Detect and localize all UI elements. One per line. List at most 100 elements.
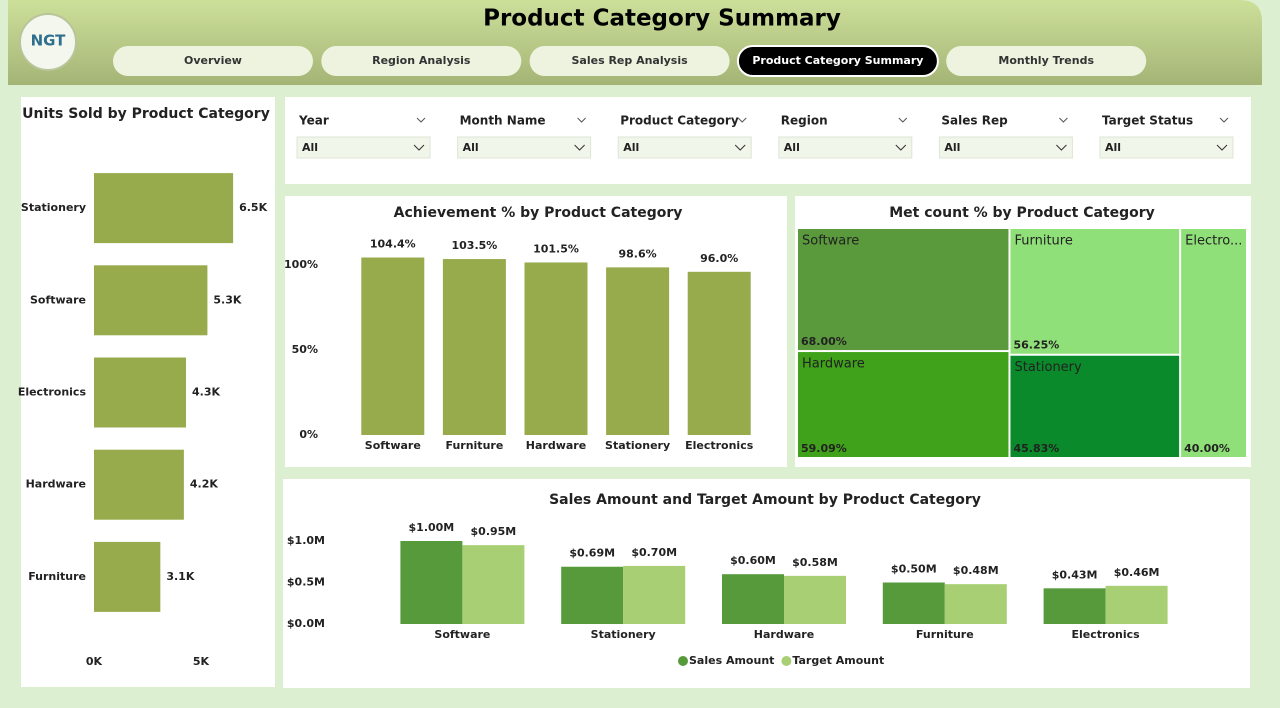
chevron <box>416 117 426 123</box>
tab-background <box>736 45 939 77</box>
bar <box>1043 588 1106 624</box>
x-tick-label: Stationery <box>591 628 656 641</box>
dropdown-value: All <box>463 141 479 154</box>
y-tick-label: $1.0M <box>287 534 325 547</box>
data-label: $0.60M <box>730 554 776 567</box>
chevron <box>895 144 907 151</box>
tab-background <box>113 46 313 76</box>
data-label: 96.0% <box>700 252 738 265</box>
dropdown-box <box>617 136 752 159</box>
legend-label: Target Amount <box>792 654 884 667</box>
treemap-cell <box>1010 229 1180 354</box>
cell-label: Electro... <box>1185 234 1242 249</box>
dropdown-box <box>457 136 592 159</box>
data-label: 4.2K <box>190 478 218 491</box>
bar <box>442 259 506 435</box>
tab-label: Sales Rep Analysis <box>572 54 689 67</box>
dropdown[interactable]: All <box>296 136 431 159</box>
cell-label: Hardware <box>802 357 865 372</box>
data-label: $0.95M <box>471 525 517 538</box>
dropdown[interactable]: All <box>457 136 592 159</box>
dropdown-box <box>938 136 1073 159</box>
legend-marker <box>781 656 792 666</box>
x-tick-label: Furniture <box>445 439 503 452</box>
nav-tab[interactable]: Monthly Trends <box>946 46 1147 76</box>
chevron <box>734 144 746 151</box>
filters: Year All Month Name All Product Category All R… <box>296 114 1234 159</box>
chart-title: Achievement % by Product Category <box>394 205 683 221</box>
chevron <box>413 144 425 151</box>
tab-label: Overview <box>184 54 242 67</box>
bar <box>1105 585 1168 624</box>
nav-tab[interactable]: Sales Rep Analysis <box>529 46 730 76</box>
data-label: 103.5% <box>451 239 497 252</box>
data-label: $0.70M <box>631 546 677 559</box>
dropdown-value: All <box>944 141 960 154</box>
chart-title: Sales Amount and Target Amount by Produc… <box>549 492 981 508</box>
nav-tab[interactable]: Region Analysis <box>321 46 522 76</box>
tab-bar: Overview Region Analysis Sales Rep Analysi… <box>113 45 1147 77</box>
data-label: $0.69M <box>569 547 615 560</box>
page-title: Product Category Summary <box>483 6 841 32</box>
y-tick-label: $0.5M <box>287 576 325 589</box>
chevron <box>1216 144 1228 151</box>
x-tick-label: Electronics <box>685 439 754 452</box>
data-label: 45.83% <box>1013 442 1059 455</box>
bar <box>400 541 463 624</box>
bar <box>94 541 161 612</box>
bar <box>462 545 525 624</box>
chevron <box>1056 144 1067 151</box>
nav-tab[interactable]: Overview <box>113 46 313 76</box>
y-tick-label: 0% <box>299 428 318 441</box>
data-label: 6.5K <box>239 201 267 214</box>
dropdown[interactable]: All <box>617 136 752 159</box>
cell-label: Furniture <box>1014 234 1072 249</box>
legend-label: Sales Amount <box>689 654 774 667</box>
data-label: 101.5% <box>533 242 579 255</box>
x-tick-label: Hardware <box>754 628 814 641</box>
x-tick-label: Software <box>434 628 490 641</box>
y-tick-label: 50% <box>292 343 318 356</box>
bar <box>561 566 624 624</box>
y-tick-label: 100% <box>284 258 318 271</box>
chevron <box>577 117 586 123</box>
dropdown-value: All <box>302 141 318 154</box>
filter-label: Target Status <box>1102 114 1193 128</box>
x-tick-label: Furniture <box>916 628 974 641</box>
data-label: $0.58M <box>792 556 838 569</box>
data-label: $0.43M <box>1052 568 1098 581</box>
bar <box>944 584 1007 624</box>
tab-background <box>321 46 522 76</box>
dropdown[interactable]: All <box>1099 136 1234 159</box>
filter-label: Sales Rep <box>941 114 1008 128</box>
nav-tab[interactable]: Product Category Summary <box>736 45 939 77</box>
data-label: 4.3K <box>192 386 220 399</box>
dropdown-box <box>296 136 431 159</box>
bar <box>94 265 208 336</box>
bar <box>722 574 784 624</box>
chevron <box>574 144 585 151</box>
chevron <box>898 117 908 123</box>
y-tick-label: $0.0M <box>287 617 325 630</box>
y-tick-label: Stationery <box>21 201 86 214</box>
data-label: 68.00% <box>801 335 847 348</box>
bar <box>524 262 588 435</box>
legend-marker <box>678 656 688 666</box>
chevron <box>1059 117 1068 123</box>
treemap-cell <box>798 352 1009 457</box>
treemap-cell <box>1010 355 1180 457</box>
data-label: 59.09% <box>801 442 847 455</box>
bar <box>606 267 670 435</box>
x-tick-label: Hardware <box>526 439 586 452</box>
logo-text: NGT <box>31 32 67 50</box>
bar <box>623 565 686 624</box>
dropdown[interactable]: All <box>938 136 1073 159</box>
chevron <box>1219 117 1229 123</box>
chart-title: Units Sold by Product Category <box>22 106 270 122</box>
dropdown[interactable]: All <box>778 136 913 159</box>
data-label: 40.00% <box>1184 442 1230 455</box>
data-label: $0.46M <box>1114 566 1160 579</box>
filter-label: Month Name <box>460 114 546 128</box>
bar <box>784 575 846 624</box>
